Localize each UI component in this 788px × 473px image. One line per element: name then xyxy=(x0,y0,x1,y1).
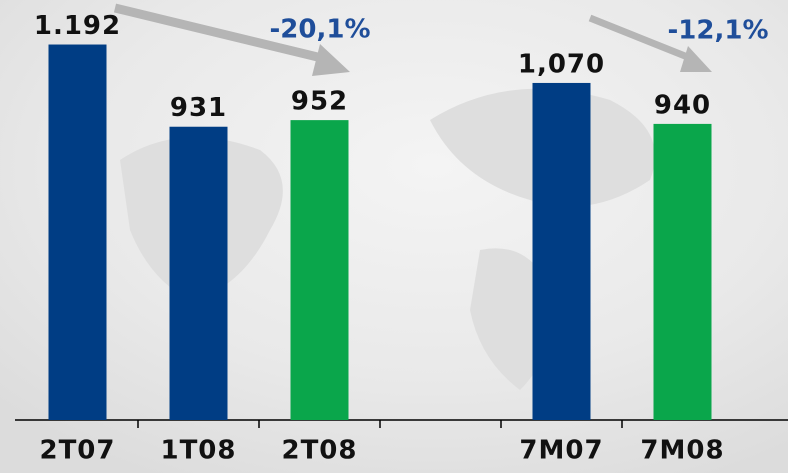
bar xyxy=(532,82,591,420)
x-tick-label: 1T08 xyxy=(160,436,236,466)
x-tick-label: 2T07 xyxy=(39,436,115,466)
annotation: -12,1% xyxy=(668,16,769,46)
data-label: 1,070 xyxy=(518,49,605,79)
data-label: 940 xyxy=(654,90,711,120)
axis-ticks xyxy=(137,420,623,428)
bar xyxy=(290,120,349,421)
annotation: -20,1% xyxy=(270,15,371,45)
data-label: 1.192 xyxy=(34,11,121,41)
x-tick-label: 7M08 xyxy=(640,436,724,466)
data-label: 952 xyxy=(291,87,348,117)
bar xyxy=(653,123,712,421)
data-label: 931 xyxy=(170,93,227,123)
x-tick-label: 2T08 xyxy=(281,436,357,466)
arrows xyxy=(113,3,712,76)
x-tick-label: 7M07 xyxy=(519,436,603,466)
arrow xyxy=(588,14,697,64)
arrowhead xyxy=(312,44,350,76)
arrow xyxy=(113,3,332,65)
arrowhead xyxy=(680,46,712,72)
bar xyxy=(48,44,107,421)
bar xyxy=(169,126,228,421)
